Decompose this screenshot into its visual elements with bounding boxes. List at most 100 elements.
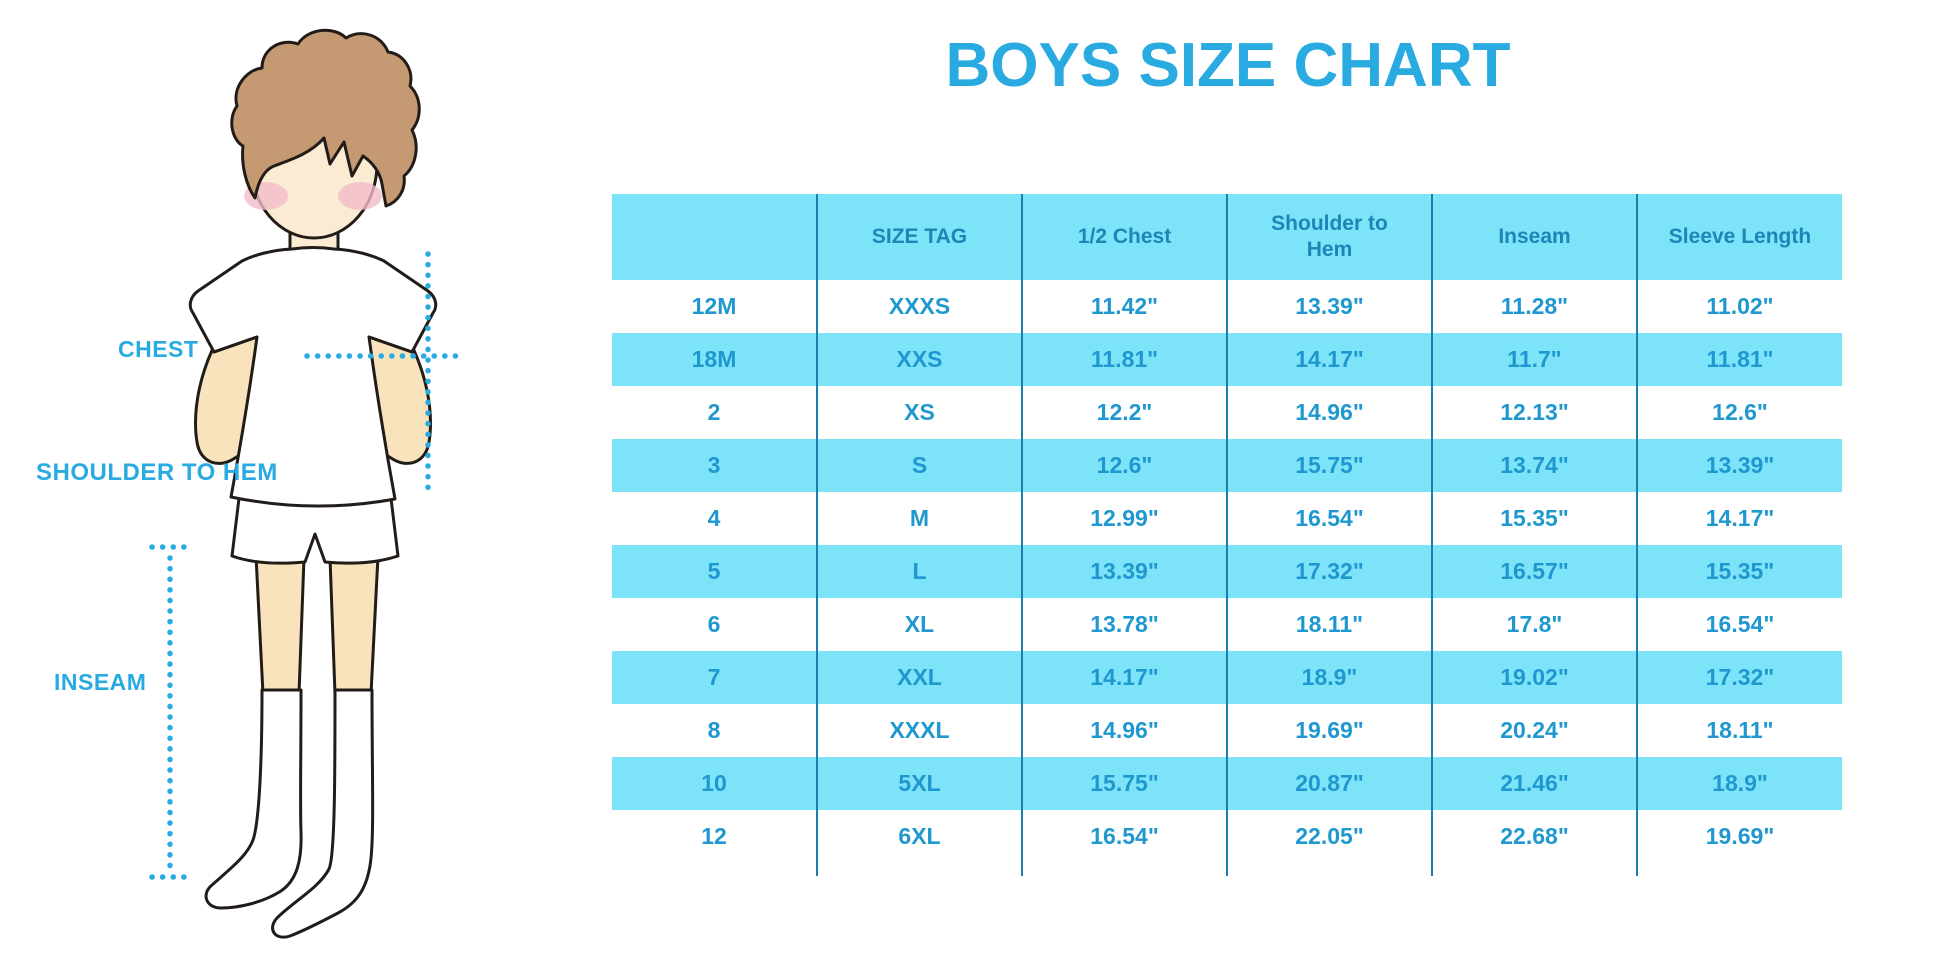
size-cell: 19.69" [1705, 823, 1775, 849]
boy-shirt [188, 246, 438, 508]
size-cell: 16.54" [1705, 611, 1775, 637]
table-row: 18M XXS 11.81" 14.17" 11.7" 11.81" [612, 333, 1842, 386]
size-chart-table: SIZE TAG 1/2 Chest Shoulder to Hem Inseam Sl… [612, 194, 1842, 876]
boy-left-sleeve-hem [212, 335, 259, 354]
size-cell: 5 [612, 545, 818, 598]
table-row: 6 XL 13.78" 18.11" 17.8" 16.54" [612, 598, 1842, 651]
size-cell: 17.32" [1637, 651, 1842, 704]
size-cell: 13.39" [1022, 545, 1228, 598]
size-cell: 16.57" [1432, 545, 1638, 598]
boy-right-leg [328, 554, 380, 696]
size-cell: 19.69" [1227, 704, 1433, 757]
column-header: SIZE TAG [817, 194, 1023, 280]
size-cell: 14.96" [1022, 704, 1228, 757]
size-cell: 15.35" [1637, 545, 1842, 598]
size-cell: 8 [612, 704, 818, 757]
table-row: 4 M 12.99" 16.54" 15.35" 14.17" [612, 492, 1842, 545]
table-row: 12 6XL 16.54" 22.05" 22.68" 19.69" [612, 810, 1842, 863]
size-cell: 10 [612, 757, 818, 810]
size-cell: 5XL [817, 757, 1023, 810]
inseam-measure-line [149, 544, 193, 880]
size-cell: 11.81" [1022, 333, 1228, 386]
size-cell: 7 [612, 651, 818, 704]
table-row: 5 L 13.39" 17.32" 16.57" 15.35" [612, 545, 1842, 598]
column-header: Inseam [1432, 194, 1638, 280]
size-cell: 15.35" [1432, 492, 1638, 545]
size-cell: 12M [612, 280, 818, 333]
size-cell: 19.02" [1432, 651, 1638, 704]
size-cell: 11.42" [1022, 280, 1228, 333]
size-cell: 14.96" [1227, 386, 1433, 439]
boy-left-leg [254, 554, 306, 696]
size-cell: 6 [612, 598, 818, 651]
size-cell: 18.9" [1227, 651, 1433, 704]
size-cell: XL [817, 598, 1023, 651]
size-cell: 15.75" [1227, 439, 1433, 492]
size-cell: 6XL [817, 810, 1023, 863]
boy-right-blush [338, 182, 382, 210]
table-row: 8 XXXL 14.96" 19.69" 20.24" 18.11" [612, 704, 1842, 757]
size-cell: 16.54" [1022, 810, 1228, 863]
size-cell: 13.74" [1432, 439, 1638, 492]
size-cell: 11.7" [1432, 333, 1638, 386]
column-header: Shoulder to Hem [1227, 194, 1433, 280]
size-cell: 12.2" [1022, 386, 1228, 439]
size-cell: 21.46" [1432, 757, 1638, 810]
size-cell: S [817, 439, 1023, 492]
size-cell: 18.11" [1706, 717, 1774, 743]
table-row: 7 XXL 14.17" 18.9" 19.02" 17.32" [612, 651, 1842, 704]
size-cell: 12 [612, 810, 818, 863]
size-cell: 12.6" [1712, 399, 1768, 425]
table-body: 12M XXXS 11.42" 13.39" 11.28" 11.02" 18M XXS 11.… [612, 280, 1842, 876]
size-cell: 13.39" [1637, 439, 1842, 492]
size-cell: 17.8" [1432, 598, 1638, 651]
column-header: Sleeve Length [1637, 194, 1842, 280]
size-cell: 20.87" [1227, 757, 1433, 810]
size-cell: 11.28" [1432, 280, 1638, 333]
size-cell: XXXL [817, 704, 1023, 757]
size-cell: 2 [612, 386, 818, 439]
size-cell: XXL [817, 651, 1023, 704]
size-cell: 11.81" [1637, 333, 1842, 386]
inseam-label: INSEAM [54, 669, 147, 695]
boy-left-sock [204, 688, 303, 910]
size-cell: 16.54" [1227, 492, 1433, 545]
table-row: 10 5XL 15.75" 20.87" 21.46" 18.9" [612, 757, 1842, 810]
size-cell: 17.32" [1227, 545, 1433, 598]
shoulder-to-hem-label: SHOULDER TO HEM [36, 459, 278, 486]
measurement-diagram: CHEST SHOULDER TO HEM INSEAM [0, 0, 612, 973]
boy-shorts [230, 488, 400, 565]
size-cell: XXS [817, 333, 1023, 386]
table-header-row: SIZE TAG 1/2 Chest Shoulder to Hem Inseam Sl… [612, 194, 1842, 280]
size-cell: 13.78" [1022, 598, 1228, 651]
size-cell: 12.13" [1432, 386, 1638, 439]
boy-right-sock [271, 688, 375, 939]
size-cell: L [817, 545, 1023, 598]
size-cell: 12.6" [1022, 439, 1228, 492]
size-cell: 11.02" [1706, 293, 1774, 319]
table-row: 12M XXXS 11.42" 13.39" 11.28" 11.02" [612, 280, 1842, 333]
size-cell: 22.05" [1227, 810, 1433, 863]
boy-right-sleeve-hem [367, 335, 414, 354]
column-header [612, 194, 818, 280]
size-cell: M [817, 492, 1023, 545]
size-cell: XXXS [817, 280, 1023, 333]
table-row: 2 XS 12.2" 14.96" 12.13" 12.6" [612, 386, 1842, 439]
size-cell: 18M [612, 333, 818, 386]
size-cell: 4 [612, 492, 818, 545]
size-cell: 22.68" [1432, 810, 1638, 863]
size-cell: 18.9" [1637, 757, 1842, 810]
grid-extension-row [612, 863, 1842, 876]
table-row: 3 S 12.6" 15.75" 13.74" 13.39" [612, 439, 1842, 492]
size-cell: 14.17" [1022, 651, 1228, 704]
size-cell: 14.17" [1227, 333, 1433, 386]
column-header: 1/2 Chest [1022, 194, 1228, 280]
size-cell: 3 [612, 439, 818, 492]
page-title: BOYS SIZE CHART [945, 31, 1511, 100]
boy-hair [230, 28, 421, 208]
chest-label: CHEST [118, 336, 199, 362]
size-cell: 12.99" [1022, 492, 1228, 545]
size-cell: XS [817, 386, 1023, 439]
size-cell: 13.39" [1227, 280, 1433, 333]
